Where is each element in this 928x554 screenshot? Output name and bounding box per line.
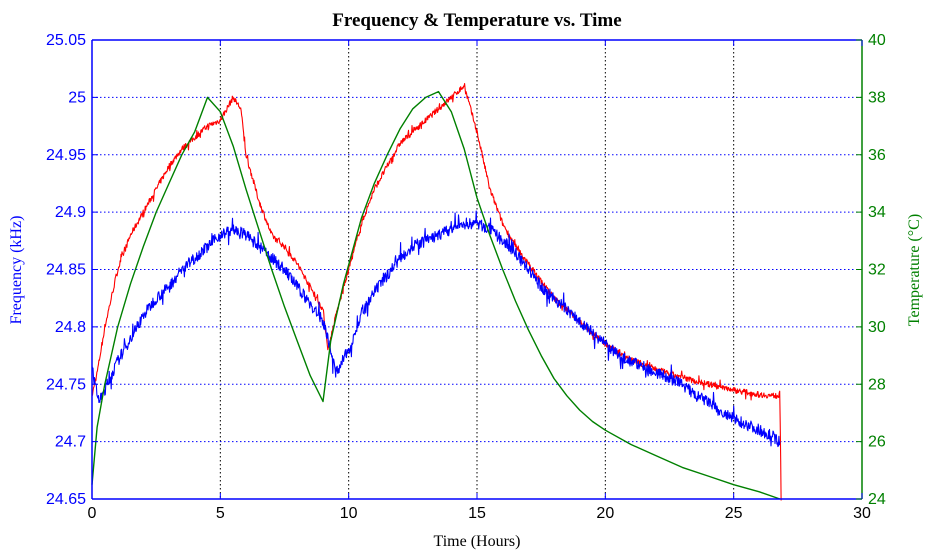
y-left-tick-label: 24.7 — [55, 434, 86, 451]
x-tick-label: 30 — [853, 505, 871, 522]
temperature-line — [91, 90, 781, 500]
y-left-tick-label: 24.85 — [46, 262, 86, 279]
series-layer — [91, 83, 782, 501]
x-tick-label: 25 — [725, 505, 743, 522]
grid — [92, 40, 862, 499]
y-axis-right-label: Temperature (°C) — [906, 214, 923, 326]
y-right-tick-label: 30 — [868, 319, 886, 336]
x-tick-label: 20 — [596, 505, 614, 522]
x-axis-label: Time (Hours) — [434, 533, 521, 550]
x-tick-label: 10 — [340, 505, 358, 522]
y-right-tick-label: 40 — [868, 32, 886, 49]
y-right-tick-label: 26 — [868, 434, 886, 451]
y-right-tick-label: 38 — [868, 89, 886, 106]
y-left-tick-label: 25.05 — [46, 32, 86, 49]
y-right-tick-label: 36 — [868, 147, 886, 164]
y-left-tick-label: 25 — [68, 89, 86, 106]
y-left-tick-label: 24.95 — [46, 147, 86, 164]
y-right-tick-label: 34 — [868, 204, 886, 221]
x-tick-label: 15 — [468, 505, 486, 522]
y-axis-left-label: Frequency (kHz) — [8, 216, 25, 325]
y-right-tick-label: 28 — [868, 376, 886, 393]
y-left-tick-label: 24.8 — [55, 319, 86, 336]
y-left-tick-label: 24.75 — [46, 376, 86, 393]
y-right-tick-label: 32 — [868, 262, 886, 279]
x-tick-label: 0 — [88, 505, 97, 522]
frequency-red-line — [91, 83, 782, 501]
y-left-tick-label: 24.65 — [46, 491, 86, 508]
y-left-tick-label: 24.9 — [55, 204, 86, 221]
chart-title: Frequency & Temperature vs. Time — [332, 10, 621, 31]
ticks: 0 5 10 15 20 25 30 24.65 24.7 24.75 24.8 24.85 24.9 2… — [46, 32, 886, 522]
x-tick-label: 5 — [216, 505, 225, 522]
frequency-blue-line — [91, 210, 781, 448]
y-right-tick-label: 24 — [868, 491, 886, 508]
